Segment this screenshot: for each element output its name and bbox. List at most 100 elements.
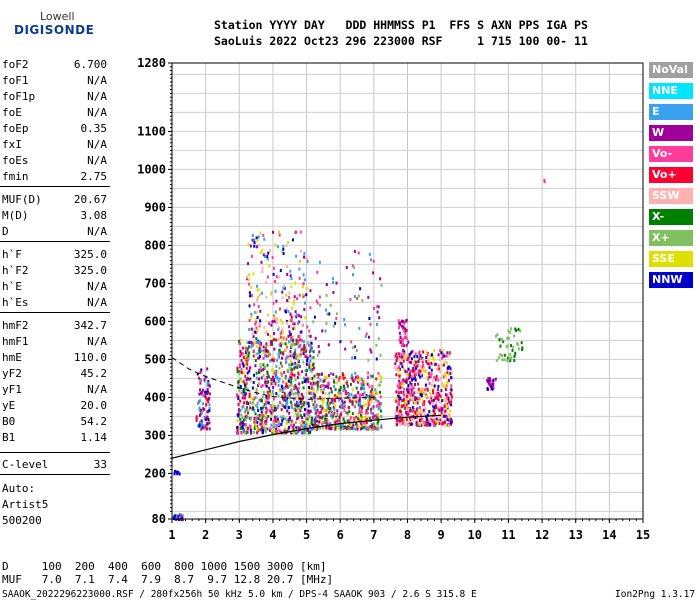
- echo-point: [398, 331, 401, 335]
- legend-vo: Vo-: [649, 146, 693, 162]
- echo-point: [408, 387, 411, 391]
- echo-point: [260, 342, 263, 345]
- echo-point: [270, 377, 273, 381]
- echo-point: [310, 386, 313, 390]
- echo-point: [295, 356, 298, 360]
- param-name: fxI: [2, 138, 22, 151]
- echo-point: [368, 335, 370, 339]
- echo-point: [496, 333, 499, 337]
- echo-point: [365, 394, 368, 397]
- echo-point: [277, 352, 280, 356]
- echo-point: [258, 371, 260, 374]
- echo-point: [298, 320, 301, 324]
- echo-point: [398, 374, 401, 378]
- echo-point: [301, 293, 304, 297]
- echo-point: [289, 400, 292, 404]
- echo-point: [371, 374, 374, 378]
- echo-point: [262, 390, 265, 394]
- echo-point: [428, 366, 431, 370]
- echo-point: [287, 396, 290, 399]
- echo-point: [486, 379, 489, 383]
- echo-point: [343, 318, 346, 321]
- echo-point: [334, 427, 337, 431]
- param-hmf2: hmF2 342.7: [2, 319, 107, 333]
- echo-point: [323, 379, 326, 382]
- echo-point: [266, 417, 269, 421]
- x-tick-label: 6: [337, 528, 344, 542]
- echo-point: [300, 405, 303, 409]
- echo-point: [305, 428, 308, 432]
- echo-point: [369, 348, 372, 352]
- echo-point: [286, 399, 289, 403]
- echo-point: [290, 371, 293, 375]
- echo-point: [419, 411, 422, 415]
- echo-point: [206, 381, 209, 385]
- echo-point: [300, 395, 302, 399]
- echo-point: [404, 379, 407, 383]
- echo-point: [302, 273, 305, 277]
- echo-point: [419, 354, 422, 358]
- echo-point: [239, 342, 242, 346]
- echo-point: [310, 427, 313, 431]
- echo-point: [446, 402, 449, 406]
- echo-point: [255, 331, 258, 335]
- param-fof2: foF2 6.700: [2, 58, 107, 72]
- param-name: foF1: [2, 74, 29, 87]
- echo-point: [450, 388, 453, 392]
- echo-point: [412, 366, 415, 370]
- echo-point: [377, 407, 380, 411]
- echo-point: [305, 423, 308, 427]
- echo-point: [325, 308, 327, 312]
- echo-point: [405, 328, 408, 332]
- echo-point: [308, 386, 310, 389]
- echo-point: [280, 344, 283, 348]
- echo-point: [374, 390, 377, 394]
- echo-point: [255, 387, 258, 391]
- echo-point: [363, 391, 366, 395]
- echo-point: [275, 364, 278, 368]
- echo-point: [294, 412, 297, 416]
- echo-point: [269, 340, 272, 344]
- echo-point: [319, 426, 322, 430]
- echo-point: [269, 427, 272, 431]
- echo-point: [313, 366, 316, 370]
- echo-point: [400, 413, 403, 417]
- echo-point: [445, 361, 448, 365]
- echo-point: [395, 357, 398, 361]
- echo-point: [352, 379, 355, 383]
- echo-point: [294, 310, 297, 314]
- echo-point: [324, 414, 327, 418]
- echo-point: [268, 375, 271, 379]
- echo-point: [432, 418, 435, 422]
- echo-point: [310, 341, 313, 345]
- echo-point: [430, 419, 433, 423]
- echo-point: [521, 348, 524, 351]
- echo-point: [312, 350, 315, 354]
- echo-point: [272, 301, 275, 305]
- echo-point: [303, 401, 306, 405]
- echo-point: [432, 402, 435, 406]
- echo-point: [272, 419, 275, 423]
- echo-point: [404, 406, 407, 410]
- param-hes: h`Es N/A: [2, 296, 107, 310]
- echo-point: [370, 408, 372, 411]
- echo-point: [295, 338, 298, 342]
- echo-point: [332, 372, 335, 376]
- echo-point: [433, 423, 435, 427]
- echo-point: [280, 422, 283, 426]
- echo-point: [300, 424, 303, 428]
- echo-point: [276, 358, 279, 362]
- echo-point: [326, 384, 329, 388]
- echo-point: [252, 335, 255, 339]
- echo-point: [343, 376, 346, 380]
- echo-point: [253, 416, 256, 420]
- param-foe: foE N/A: [2, 106, 107, 120]
- echo-point: [441, 356, 444, 360]
- echo-point: [313, 427, 315, 431]
- echo-point: [271, 320, 274, 324]
- echo-point: [409, 381, 412, 384]
- echo-point: [354, 427, 356, 431]
- echo-point: [397, 319, 400, 323]
- echo-point: [350, 382, 352, 386]
- x-tick-label: 7: [370, 528, 377, 542]
